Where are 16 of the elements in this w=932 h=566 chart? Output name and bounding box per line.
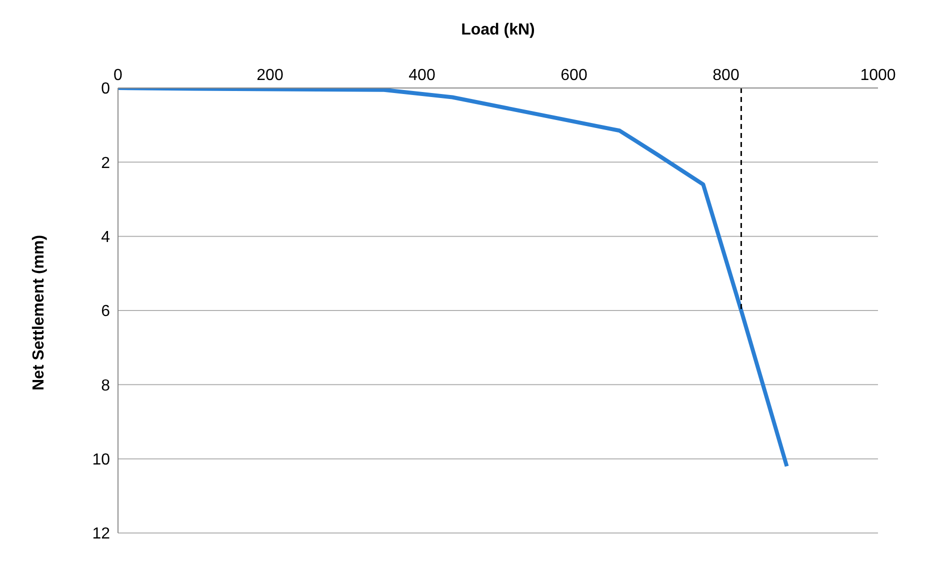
y-tick-label: 4: [101, 229, 110, 246]
y-tick-label: 2: [101, 154, 110, 172]
y-axis-title: Net Settlement (mm): [30, 234, 48, 390]
y-tick-label: 0: [101, 80, 110, 98]
y-tick-label: 10: [92, 452, 110, 469]
x-tick-label: 400: [408, 67, 436, 84]
x-tick-label: 0: [114, 67, 123, 84]
x-axis-title: Load (kN): [461, 21, 535, 38]
y-tick-label: 6: [101, 303, 110, 320]
x-tick-label: 800: [712, 67, 740, 84]
line-series: [118, 88, 789, 468]
x-tick-label: 200: [256, 67, 284, 84]
x-tick-label: 1000: [860, 67, 896, 84]
x-tick-label: 600: [560, 67, 588, 84]
y-tick-label: 8: [101, 377, 110, 394]
y-tick-label: 12: [92, 526, 110, 543]
